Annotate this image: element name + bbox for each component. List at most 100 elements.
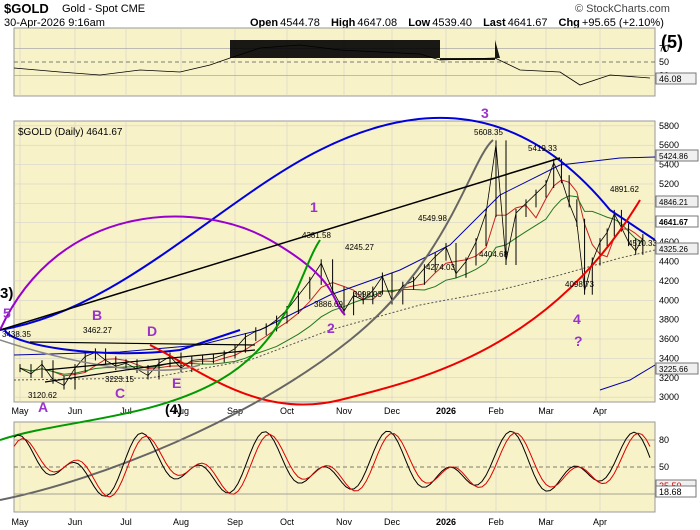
x-tick-label: Feb [488,406,504,416]
price-point-label: 4891.62 [610,185,639,194]
last-label: Last [483,17,506,29]
ma-green-line [19,195,644,375]
x-tick-label: Oct [280,406,295,416]
stoch-tick-label: 80 [659,435,669,445]
rsi-tick-label: 70 [659,43,669,53]
price-point-label: 3998.03 [353,290,382,299]
x-tick-label: Apr [593,517,607,527]
stoch-k-line [13,430,651,497]
x-tick-label: Sep [227,406,243,416]
price-point-label: 3462.27 [83,326,112,335]
x-tick-label: May [11,517,29,527]
price-point-label: 3438.35 [2,330,31,339]
stoch-value-tag [655,485,697,498]
x-tick-label: Mar [538,517,554,527]
x-tick-label: Jul [120,406,132,416]
low-value: 4539.40 [432,17,472,29]
triangle-lower-line [44,349,256,371]
y-tick-label: 3600 [659,334,679,344]
ma-red-line [19,179,644,377]
price-point-label: 5608.35 [474,128,503,137]
x-tick-label: Jun [68,406,83,416]
x-tick-label: Aug [173,517,189,527]
open-value: 4544.78 [280,17,320,29]
y-tick-label: 5800 [659,121,679,131]
wave-label: 4 [573,311,581,327]
x-tick-label: Dec [384,406,401,416]
wave-label: D [147,323,157,339]
y-tick-label: 5200 [659,179,679,189]
lower-trendline [44,361,181,383]
y-tick-label: 5600 [659,140,679,150]
price-point-label: 3223.15 [105,375,134,384]
y-tick-label: 3200 [659,373,679,383]
arc-blue-wave [0,116,656,331]
arc-red-wave [149,199,641,406]
stoch-panel [13,421,656,513]
price-point-label: 4510.33 [628,239,657,248]
arc-green-wave [0,239,321,441]
y-tick-label: 5400 [659,160,679,170]
ma-blue-line [13,156,656,356]
y-tick-label: 4200 [659,276,679,286]
wave-label: (4) [165,401,182,417]
rsi-value-label: 46.08 [659,74,682,84]
price-point-label: 4274.03 [426,263,455,272]
triangle-upper-line [29,341,256,346]
instrument-full-name: Gold - Spot [62,3,118,15]
high-value: 4647.08 [357,17,398,29]
copyright-notice: © StockCharts.com [575,3,670,15]
wave-label: A [38,399,48,415]
chg-value: +95.65 (+2.10%) [581,17,664,29]
x-tick-label: Jul [120,517,132,527]
wave-label: (5) [661,32,683,52]
x-tick-label: 2026 [436,517,456,527]
right-value-label: 3225.66 [659,365,688,374]
x-tick-label: Feb [488,517,504,527]
exchange-name: CME [120,3,146,15]
x-tick-label: Mar [538,406,554,416]
right-value-label: 4846.21 [659,198,688,207]
rsi-line [13,44,651,86]
right-value-tag [655,242,699,255]
wave-label: 5 [3,305,11,321]
y-tick-label: 3800 [659,315,679,325]
price-point-label: 4245.27 [345,243,374,252]
right-value-label: 4641.67 [659,218,688,227]
right-value-label: 4325.26 [659,245,688,254]
price-point-label: 3120.62 [28,391,57,400]
x-tick-label: 2026 [436,406,456,416]
open-label: Open [250,17,279,29]
low-label: Low [408,17,431,29]
wave-label: E [172,375,181,391]
price-chart-title: $GOLD (Daily) 4641.67 [18,127,123,138]
y-tick-label: 4000 [659,295,679,305]
wave-label: 3) [0,285,13,302]
ohlc-readout: Open 4544.78 High 4647.08 Low 4539.40 Last 4… [250,17,672,29]
x-tick-label: Oct [280,517,295,527]
x-tick-label: Sep [227,517,243,527]
arc-purple-wave [0,215,346,331]
price-point-label: 4098.73 [565,280,594,289]
wave-label: C [115,385,125,401]
x-tick-label: Aug [173,406,189,416]
last-value: 4641.67 [507,17,548,29]
price-point-label: 5419.33 [528,144,557,153]
rsi-panel [13,27,656,97]
right-value-tag [655,149,699,162]
wave-label: 2 [327,320,335,336]
arc-gray-wave [0,139,494,501]
price-line [19,144,644,386]
wave-label: 3 [481,105,489,121]
arc-blue-small [4,329,241,355]
x-tick-label: Dec [384,517,401,527]
right-value-tag [655,195,699,208]
y-tick-label: 3000 [659,392,679,402]
wave-label: 1 [310,199,318,215]
y-tick-label: 3400 [659,353,679,363]
price-point-label: 3886.69 [314,300,343,309]
upper-trendline [0,157,561,331]
right-value-tag [655,362,699,375]
